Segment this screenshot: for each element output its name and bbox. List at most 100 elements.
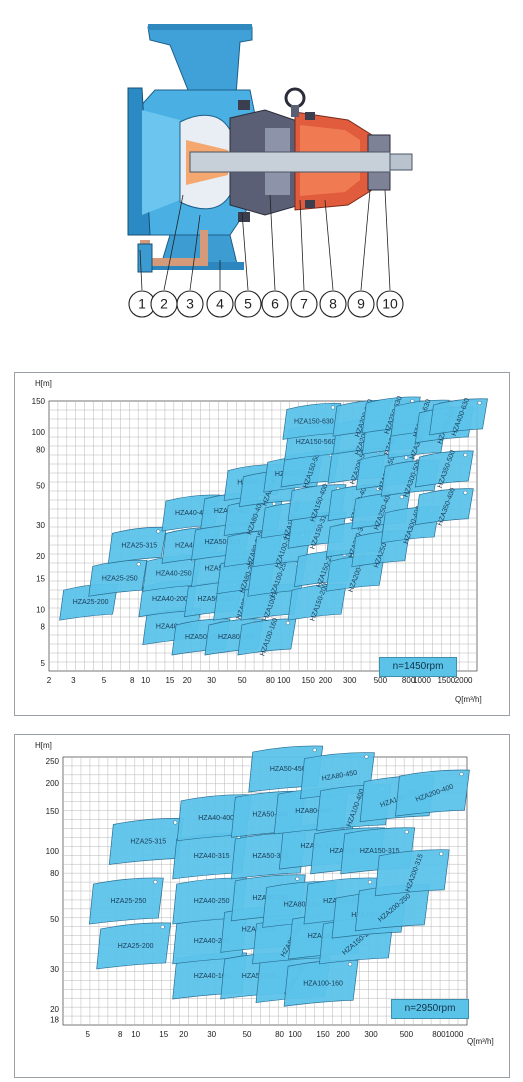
y-tick-label: 20 [36,552,45,561]
y-tick-label: 150 [46,807,60,816]
pump-section-diagram: 1 2 3 4 5 6 7 8 9 10 [0,0,523,330]
y-tick-label: 100 [46,847,60,856]
pump-model-label: HZA150-560 [296,439,336,446]
pump-model-label: HZA50-400 [252,811,288,818]
rated-point [156,529,161,534]
pump-model-label: HZA80-250 [284,901,320,908]
pump-model-label: HZA25-315 [130,839,166,846]
rated-point [404,455,409,460]
rated-point [463,490,468,495]
callout-9: 9 [347,290,375,318]
x-tick-label: 1000 [445,1030,463,1039]
x-tick-label: 50 [238,676,247,685]
callout-7: 7 [290,290,318,318]
pump-model-label: HZA40-200 [152,596,188,603]
rated-point [439,851,444,856]
x-tick-label: 20 [183,676,192,685]
callout-8: 8 [319,290,347,318]
pump-section-drawing [127,24,413,291]
rated-point [364,754,369,759]
x-tick-label: 2 [47,676,52,685]
pump-model-label: HZA80-400 [295,808,331,815]
x-tick-label: 200 [336,1030,350,1039]
callout-5: 5 [234,290,262,318]
pump-tile: HZA200-400 [395,769,470,817]
svg-text:6: 6 [271,296,279,312]
rated-point [404,829,409,834]
pump-model-label: HZA25-315 [121,542,157,549]
performance-chart-1450: 150 100 80 50 30 20 15 10 8 5 2 3 5 8 10 15 20 30 50 80 100 1… [14,372,510,716]
y-tick-label: 150 [32,397,46,406]
y-tick-label: 80 [36,445,45,454]
pump-range-tiles: HZA25-200 HZA25-250 HZA25-315 HZA40-160 HZA4… [59,395,488,657]
x-tick-label: 150 [301,676,315,685]
x-tick-label: 100 [277,676,291,685]
pump-tile: HZA100-160 [237,617,297,657]
y-axis-label: H[m] [35,379,52,388]
pump-model-label: HZA25-250 [110,898,146,905]
svg-text:8: 8 [329,296,337,312]
pump-range-tiles: HZA25-200 HZA25-250 HZA25-315 HZA40-160 HZA4… [88,745,470,1007]
pump-tile-shape [96,922,172,970]
y-tick-label: 50 [36,482,45,491]
y-tick-label: 200 [46,779,60,788]
pump-tile: HZA350-400 [414,487,474,527]
pump-tile: HZA200-315 [374,849,450,897]
x-tick-label: 500 [400,1030,414,1039]
pump-tile-shape [414,450,474,488]
x-tick-label: 1000 [413,676,431,685]
rated-point [477,400,482,405]
pump-model-label: HZA40-315 [175,542,211,549]
rated-point [153,880,158,885]
x-tick-label: 300 [343,676,357,685]
callout-6: 6 [261,290,289,318]
rated-point [330,405,335,410]
pump-model-label: HZA50-315 [252,853,288,860]
y-tick-label: 15 [36,574,45,583]
pump-model-label: HZA40-250 [194,898,230,905]
y-tick-label: 50 [50,915,59,924]
pump-tile-shape [237,618,297,656]
x-tick-label: 30 [207,676,216,685]
y-tick-label: 100 [32,428,46,437]
callout-4: 4 [206,290,234,318]
x-tick-label: 150 [316,1030,330,1039]
callout-10: 10 [376,290,404,318]
performance-chart-2950: 250 200 150 100 80 50 30 20 18 5 8 10 15 20 30 50 80 100 1… [14,734,510,1078]
x-tick-label: 200 [319,676,333,685]
pump-tile: HZA350-500 [414,449,474,489]
pump-model-label: HZA50-200 [198,596,234,603]
pump-tile: HZA25-250 [88,877,164,925]
rated-point [160,924,165,930]
pump-model-label: HZA80-160 [218,634,254,641]
pump-model-label: HZA40-250 [156,570,192,577]
pump-model-label: HZA40-200 [194,938,230,945]
pump-model-label: HZA50-450 [270,766,306,773]
x-tick-label: 10 [141,676,150,685]
x-tick-label: 500 [374,676,388,685]
pump-model-label: HZA40-400 [175,510,211,517]
pump-tile: HZA150-200 [287,582,347,622]
rated-point [399,494,404,499]
pump-tile: HZA25-315 [107,526,167,564]
svg-text:4: 4 [216,296,224,312]
speed-badge: n=2950rpm [391,999,469,1019]
svg-text:1: 1 [138,296,146,312]
pump-tile: HZA200-250 [354,884,430,932]
x-tick-label: 8 [130,676,135,685]
rated-point [295,876,300,881]
pump-model-label: HZA25-250 [102,575,138,582]
rated-point [312,747,317,753]
x-tick-label: 100 [288,1030,302,1039]
callout-2: 2 [150,290,178,318]
y-axis-label: H[m] [35,741,52,750]
y-tick-label: 30 [36,521,45,530]
pump-model-label: HZA150-630 [294,418,334,425]
x-tick-label: 30 [207,1030,216,1039]
svg-text:5: 5 [244,296,252,312]
pump-model-label: HZA40-315 [194,853,230,860]
x-tick-label: 3 [71,676,76,685]
y-tick-label: 20 [50,1005,59,1014]
